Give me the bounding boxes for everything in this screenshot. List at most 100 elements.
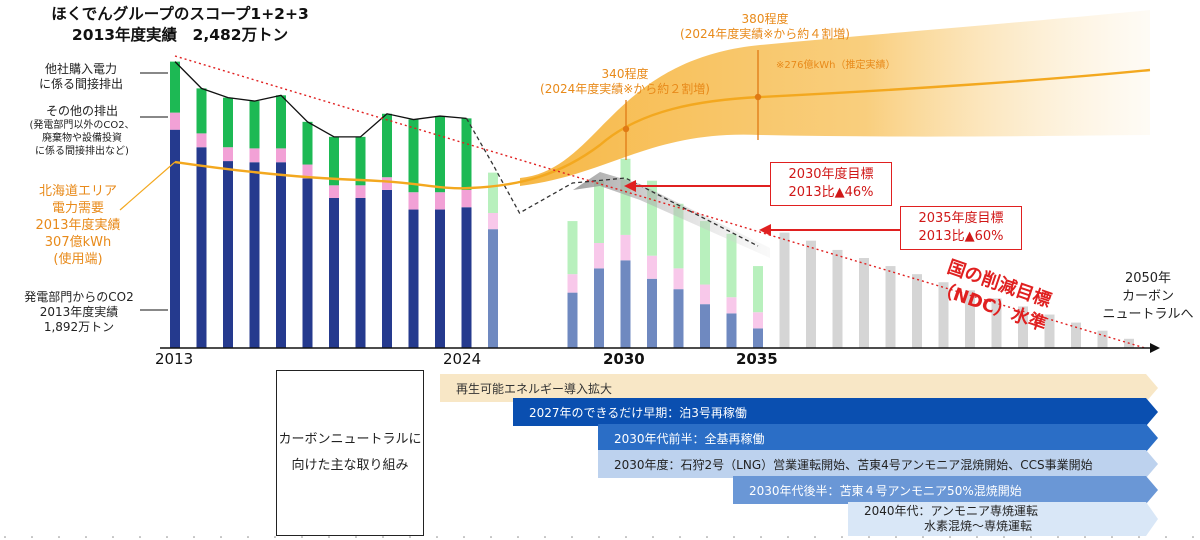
baseline-dot xyxy=(976,536,978,538)
goal-line2: カーボン xyxy=(1121,289,1174,304)
indirect-label: 他社購入電力 に係る間接排出 xyxy=(6,62,156,92)
bar-2032-power xyxy=(673,289,684,348)
bar-2033-other xyxy=(700,284,710,305)
demand-380-line1: 380程度 xyxy=(741,12,789,26)
indirect-label-line1: 他社購入電力 xyxy=(44,62,117,76)
bar-2019-indirect xyxy=(329,136,339,186)
baseline-dot xyxy=(814,536,816,538)
chart-title-line1: ほくでんグループのスコープ1+2+3 xyxy=(51,5,309,23)
demand-label: 北海道エリア 電力需要 2013年度実績 307億kWh (使用端) xyxy=(8,183,148,268)
baseline-dot xyxy=(571,536,573,538)
baseline-dot xyxy=(895,536,897,538)
baseline-dot xyxy=(625,536,627,538)
baseline-dot xyxy=(1165,536,1167,538)
initiative-late-2030s: 2030年代後半：苫東４号アンモニア50%混焼開始 xyxy=(733,476,1158,504)
baseline-dot xyxy=(4,536,6,538)
initiatives-title-line2: 向けた主な取り組み xyxy=(291,458,409,473)
demand-380-label: 380程度 (2024年度実績※から約４割増) xyxy=(650,12,880,42)
bar-2017-other xyxy=(276,148,286,163)
bar-2029-other xyxy=(594,243,604,269)
bar-2040-outlook xyxy=(885,266,896,348)
initiatives-title-line1: カーボンニュートラルに xyxy=(278,432,422,447)
power-label: 発電部門からのCO2 2013年度実績 1,892万トン xyxy=(4,290,154,335)
total-line xyxy=(174,61,467,138)
baseline-dot xyxy=(58,536,60,538)
range-380-dot xyxy=(754,93,762,101)
bar-2020-power xyxy=(355,198,366,348)
bar-2014-other xyxy=(196,133,207,148)
indirect-label-line2: に係る間接排出 xyxy=(38,77,123,91)
bar-2024-other xyxy=(461,189,472,208)
goal-2050-label: 2050年 カーボン ニュートラルへ xyxy=(1100,270,1196,324)
baseline-dot xyxy=(409,536,411,538)
bar-2042-outlook xyxy=(938,282,949,348)
bar-2013-other xyxy=(170,112,180,130)
baseline-dot xyxy=(1003,536,1005,538)
bar-2038-outlook xyxy=(832,249,843,348)
bar-2036-outlook xyxy=(779,232,790,348)
overlay-group xyxy=(4,10,1194,538)
demand-label-pointer xyxy=(119,161,176,211)
demand-340-line2: (2024年度実績※から約２割増) xyxy=(540,82,710,96)
demand-380-line2: (2024年度実績※から約４割増) xyxy=(680,27,850,41)
baseline-dot xyxy=(436,536,438,538)
baseline-dot xyxy=(787,536,789,538)
bar-2023-power xyxy=(435,209,445,348)
demand-label-line3: 2013年度実績 xyxy=(35,218,121,233)
bar-2045-outlook xyxy=(1018,306,1028,348)
baseline-dot xyxy=(544,536,546,538)
bar-2031-other xyxy=(647,255,657,279)
baseline-dot xyxy=(1138,536,1140,538)
bar-2023-indirect xyxy=(435,116,445,193)
target-2035-arrowhead xyxy=(759,224,771,236)
bar-2017-indirect xyxy=(276,95,286,149)
bar-2046-outlook xyxy=(1044,314,1055,348)
x-tick-2013: 2013 xyxy=(155,350,194,368)
bar-2030-other xyxy=(620,234,631,261)
bar-2014-indirect xyxy=(196,88,207,134)
bar-2024-power xyxy=(461,207,472,348)
bar-2028-power xyxy=(567,292,578,348)
bar-2015-power xyxy=(223,161,233,348)
bar-2021-indirect xyxy=(382,113,392,178)
bar-2025-other xyxy=(488,213,498,230)
baseline-dot xyxy=(733,536,735,538)
bar-2035-power xyxy=(753,328,763,348)
target-2030-line2: 2013比▲46% xyxy=(788,185,874,200)
baseline-dot xyxy=(760,536,762,538)
range-340-dot xyxy=(622,125,630,133)
baseline-dot xyxy=(247,536,249,538)
chart-title: ほくでんグループのスコープ1+2+3 2013年度実績 2,482万トン xyxy=(20,4,340,46)
initiative-late-2030s-text: 2030年代後半：苫東４号アンモニア50%混焼開始 xyxy=(749,483,1022,498)
other-label-line1: その他の排出 xyxy=(45,104,118,118)
baseline-dot xyxy=(220,536,222,538)
target-2030-line1: 2030年度目標 xyxy=(788,167,874,182)
bar-2020-indirect xyxy=(355,136,366,186)
baseline-dot xyxy=(301,536,303,538)
other-label-line3: 廃棄物や設備投資 xyxy=(42,133,122,144)
baseline-dot xyxy=(706,536,708,538)
bar-2015-other xyxy=(223,147,233,162)
bar-2032-indirect xyxy=(673,203,684,269)
baseline-dot xyxy=(193,536,195,538)
bar-2016-indirect xyxy=(249,101,260,149)
bar-2028-other xyxy=(567,274,578,293)
bar-2019-other xyxy=(329,185,339,198)
bar-2035-indirect xyxy=(753,266,763,313)
baseline-dot xyxy=(949,536,951,538)
baseline-dot xyxy=(166,536,168,538)
x-tick-2035: 2035 xyxy=(736,350,778,368)
initiative-2040s-line2: 水素混焼～専焼運転 xyxy=(924,519,1033,533)
baseline-dot xyxy=(679,536,681,538)
baseline-dot xyxy=(355,536,357,538)
bar-2029-indirect xyxy=(594,180,604,243)
baseline-dot xyxy=(1192,536,1194,538)
demand-340-line1: 340程度 xyxy=(601,67,649,81)
bar-2016-other xyxy=(249,148,260,163)
bar-2048-outlook xyxy=(1097,330,1108,348)
bar-2025-power xyxy=(488,229,498,348)
bar-group xyxy=(170,61,1134,348)
other-label-line2: (発電部門以外のCO2、 xyxy=(29,120,135,131)
bar-2041-outlook xyxy=(912,274,922,348)
target-2035-line1: 2035年度目標 xyxy=(918,211,1004,226)
